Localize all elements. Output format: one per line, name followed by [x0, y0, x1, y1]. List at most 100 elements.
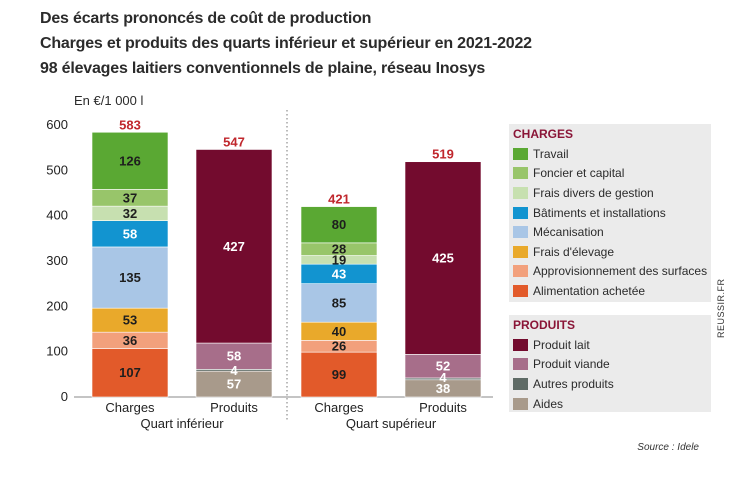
legend-label: Autres produits — [533, 376, 614, 391]
legend-label: Alimentation achetée — [533, 283, 646, 298]
legend-swatch — [513, 377, 528, 390]
y-tick-label: 500 — [46, 162, 68, 177]
bar-segment-label: 107 — [119, 365, 141, 380]
bar-segment-label: 80 — [332, 217, 346, 232]
legend-produits: PRODUITS Produit lait Produit viande Autre… — [509, 315, 711, 412]
y-tick-label: 400 — [46, 208, 68, 223]
bar-segment-label: 126 — [119, 153, 141, 168]
legend-swatch — [513, 206, 528, 219]
bar-segment-label: 43 — [332, 266, 346, 281]
bar-segment — [91, 348, 169, 398]
bar-segment-label: 425 — [432, 251, 454, 266]
legend-item: Aides — [509, 394, 711, 414]
legend-label: Aides — [533, 396, 564, 411]
legend-item: Mécanisation — [509, 222, 711, 242]
legend-item: Produit lait — [509, 335, 711, 355]
legend-item: Autres produits — [509, 374, 711, 394]
bar-segment — [404, 161, 482, 355]
legend-label: Travail — [533, 146, 569, 161]
bar-total-label: 547 — [223, 134, 245, 149]
legend-swatch — [513, 186, 528, 199]
bar-segment-label: 58 — [123, 226, 137, 241]
bar-segment-label: 4 — [439, 370, 447, 385]
legend-item: Frais divers de gestion — [509, 183, 711, 203]
legend-swatch — [513, 284, 528, 297]
source-note: Source : Idele — [637, 442, 699, 453]
bar-segment-label: 52 — [436, 359, 450, 374]
bar-segment-label: 99 — [332, 367, 346, 382]
bar-segment-label: 37 — [123, 190, 137, 205]
legend-charges-title: CHARGES — [513, 127, 574, 141]
bar-segment-label: 28 — [332, 241, 346, 256]
bar-segment-label: 135 — [119, 270, 141, 285]
legend-swatch — [513, 358, 528, 371]
bar-segment — [91, 131, 169, 190]
legend-item: Bâtiments et installations — [509, 203, 711, 223]
legend-swatch — [513, 338, 528, 351]
bar-segment — [91, 220, 169, 248]
legend-label: Approvisionnement des surfaces — [533, 264, 708, 279]
group-label: Quart inférieur — [140, 416, 224, 431]
x-tick-label: Charges — [314, 400, 364, 415]
chart-subtitle: Charges et produits des quarts inférieur… — [40, 35, 532, 52]
legend-produits-title: PRODUITS — [513, 318, 576, 332]
legend-label: Frais d'élevage — [533, 244, 614, 259]
legend-item: Travail — [509, 144, 711, 164]
y-tick-label: 300 — [46, 253, 68, 268]
bar-segment-label: 32 — [123, 206, 137, 221]
legend-label: Mécanisation — [533, 225, 604, 240]
legend-swatch — [513, 265, 528, 278]
bar-segment — [300, 206, 378, 244]
bar-segment — [195, 370, 273, 398]
legend-swatch — [513, 147, 528, 160]
bar-segment-label: 26 — [332, 339, 346, 354]
bar-segment — [91, 307, 169, 333]
legend-item: Alimentation achetée — [509, 281, 711, 301]
bar-total-label: 421 — [328, 192, 350, 207]
chart-title: Des écarts prononcés de coût de producti… — [40, 10, 372, 27]
bar-segment-label: 36 — [123, 333, 137, 348]
legend-item: Produit viande — [509, 355, 711, 375]
bar-segment-label: 85 — [332, 295, 346, 310]
bar-segment — [300, 351, 378, 398]
bar-segment-label: 53 — [123, 313, 137, 328]
legend-charges: CHARGES Travail Foncier et capital Frais d… — [509, 124, 711, 302]
legend-item: Frais d'élevage — [509, 242, 711, 262]
bar-segment — [195, 149, 273, 344]
y-tick-label: 200 — [46, 298, 68, 313]
bar-segment-label: 427 — [223, 239, 245, 254]
bar-segment-label: 57 — [227, 377, 241, 392]
bar-segment — [300, 283, 378, 323]
legend-label: Produit viande — [533, 357, 610, 372]
bar-total-label: 519 — [432, 147, 454, 162]
bar-segment-label: 40 — [332, 324, 346, 339]
y-tick-label: 100 — [46, 344, 68, 359]
y-tick-label: 0 — [61, 389, 68, 404]
x-tick-label: Produits — [419, 400, 467, 415]
legend-label: Produit lait — [533, 337, 590, 352]
x-tick-label: Charges — [105, 400, 155, 415]
group-label: Quart supérieur — [346, 416, 437, 431]
legend-label: Bâtiments et installations — [533, 205, 666, 220]
legend-item: Foncier et capital — [509, 164, 711, 184]
bar-segment — [91, 246, 169, 309]
bar-segment — [195, 342, 273, 370]
x-tick-label: Produits — [210, 400, 258, 415]
bar-total-label: 583 — [119, 117, 141, 132]
bar-segment-label: 58 — [227, 349, 241, 364]
bar-segment-label: 19 — [332, 252, 346, 267]
legend-swatch — [513, 226, 528, 239]
legend-charges-items: Travail Foncier et capital Frais divers de… — [509, 144, 711, 301]
legend-swatch — [513, 167, 528, 180]
legend-produits-items: Produit lait Produit viande Autres produit… — [509, 335, 711, 413]
legend-item: Approvisionnement des surfaces — [509, 262, 711, 282]
y-tick-label: 600 — [46, 117, 68, 132]
legend-label: Frais divers de gestion — [533, 185, 654, 200]
bar-segment-label: 4 — [230, 363, 238, 378]
chart-subtitle-2: 98 élevages laitiers conventionnels de p… — [40, 60, 486, 77]
watermark: REUSSIR.FR — [716, 278, 726, 338]
y-axis-unit: En €/1 000 l — [74, 93, 144, 108]
legend-label: Foncier et capital — [533, 166, 625, 181]
bar-segment-label: 38 — [436, 381, 450, 396]
